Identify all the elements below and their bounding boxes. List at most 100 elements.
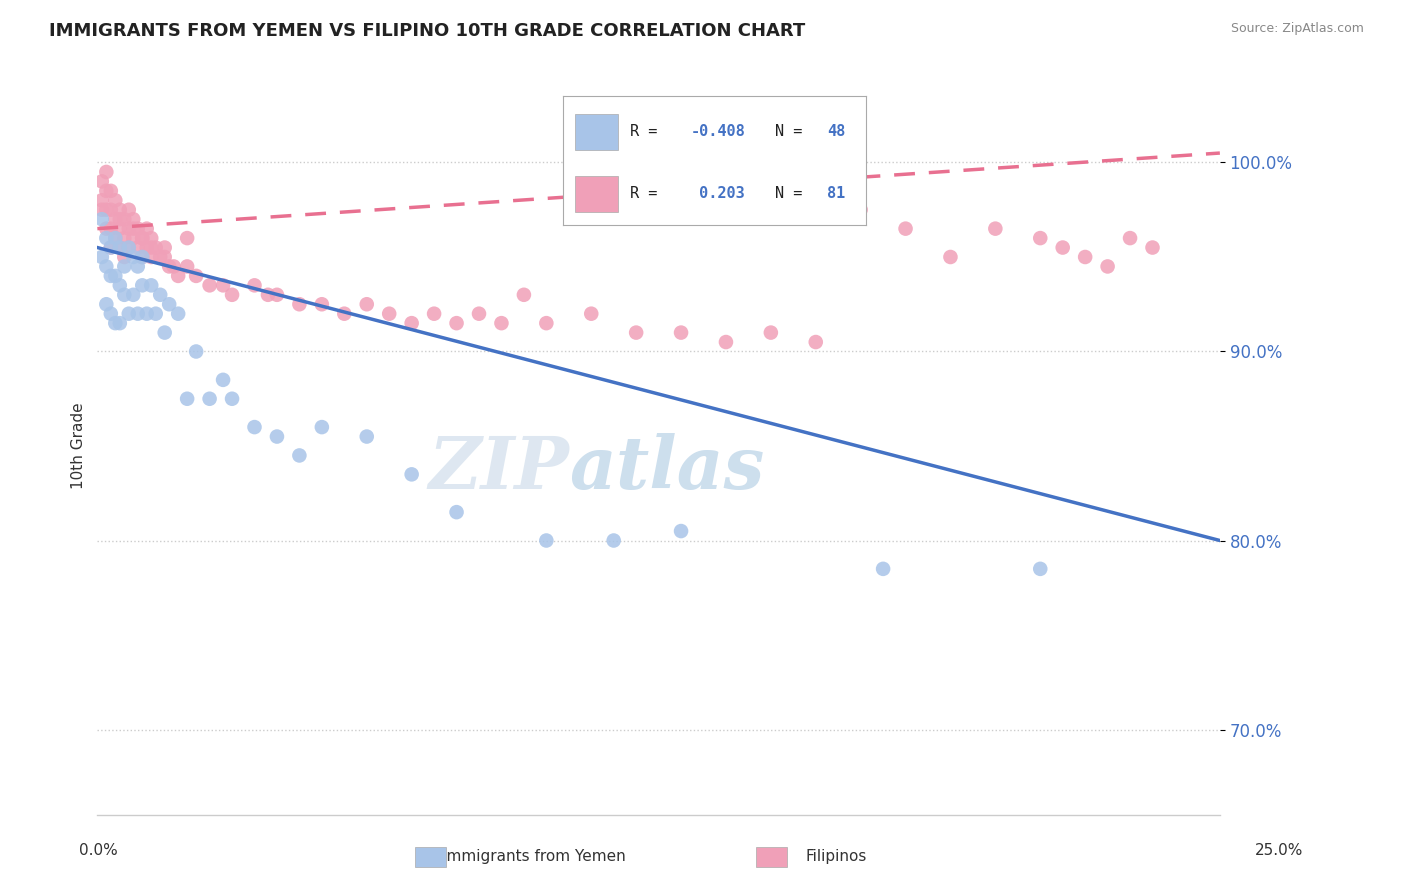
Point bbox=[108, 202, 131, 217]
Point bbox=[104, 316, 127, 330]
Point bbox=[108, 212, 131, 227]
Point bbox=[149, 250, 172, 264]
Point bbox=[100, 221, 122, 235]
Point bbox=[122, 231, 145, 245]
Point bbox=[96, 221, 118, 235]
Text: IMMIGRANTS FROM YEMEN VS FILIPINO 10TH GRADE CORRELATION CHART: IMMIGRANTS FROM YEMEN VS FILIPINO 10TH G… bbox=[49, 22, 806, 40]
Point bbox=[108, 316, 131, 330]
Point bbox=[212, 278, 235, 293]
Point bbox=[243, 420, 266, 434]
Point bbox=[141, 231, 163, 245]
Point bbox=[714, 334, 737, 349]
Point bbox=[118, 307, 141, 321]
Text: ZIP: ZIP bbox=[427, 433, 569, 504]
Point bbox=[135, 307, 157, 321]
Point bbox=[96, 231, 118, 245]
Point bbox=[127, 307, 149, 321]
Point bbox=[127, 221, 149, 235]
Point bbox=[157, 260, 180, 274]
Point bbox=[257, 287, 280, 301]
Point bbox=[1029, 231, 1052, 245]
Point bbox=[141, 241, 163, 255]
Point bbox=[212, 373, 235, 387]
Point bbox=[104, 231, 127, 245]
Point bbox=[153, 326, 176, 340]
Point bbox=[221, 392, 243, 406]
Point bbox=[90, 202, 112, 217]
Point bbox=[90, 212, 112, 227]
Point bbox=[184, 268, 207, 283]
Point bbox=[333, 307, 356, 321]
Point bbox=[100, 241, 122, 255]
Point bbox=[104, 268, 127, 283]
Point bbox=[198, 392, 221, 406]
Point bbox=[96, 297, 118, 311]
Point bbox=[131, 278, 153, 293]
Point bbox=[153, 250, 176, 264]
Point bbox=[145, 241, 167, 255]
Point bbox=[266, 429, 288, 443]
Point bbox=[104, 231, 127, 245]
Point bbox=[624, 326, 647, 340]
Point bbox=[112, 212, 135, 227]
Point bbox=[108, 278, 131, 293]
Point bbox=[100, 202, 122, 217]
Point bbox=[118, 241, 141, 255]
Point bbox=[104, 212, 127, 227]
Point bbox=[581, 307, 603, 321]
Point bbox=[536, 316, 558, 330]
Point bbox=[167, 307, 190, 321]
Point bbox=[112, 260, 135, 274]
Point bbox=[141, 250, 163, 264]
Point bbox=[288, 297, 311, 311]
Point bbox=[157, 297, 180, 311]
Point bbox=[356, 297, 378, 311]
Point bbox=[112, 231, 135, 245]
Point bbox=[118, 241, 141, 255]
Point bbox=[90, 250, 112, 264]
Point bbox=[127, 260, 149, 274]
Point bbox=[131, 250, 153, 264]
Point bbox=[536, 533, 558, 548]
Point bbox=[894, 221, 917, 235]
Point bbox=[127, 241, 149, 255]
Point bbox=[1029, 562, 1052, 576]
Point bbox=[221, 287, 243, 301]
Point bbox=[122, 221, 145, 235]
Point bbox=[112, 250, 135, 264]
Point bbox=[513, 287, 536, 301]
Point bbox=[176, 392, 198, 406]
Point bbox=[1097, 260, 1119, 274]
Point bbox=[96, 165, 118, 179]
Point bbox=[602, 533, 624, 548]
Point bbox=[311, 420, 333, 434]
Point bbox=[311, 297, 333, 311]
Point bbox=[122, 250, 145, 264]
Point bbox=[401, 316, 423, 330]
Point bbox=[96, 202, 118, 217]
Point bbox=[167, 268, 190, 283]
Point bbox=[378, 307, 401, 321]
Point bbox=[266, 287, 288, 301]
Point bbox=[141, 278, 163, 293]
Point bbox=[131, 231, 153, 245]
Point bbox=[446, 316, 468, 330]
Point bbox=[108, 221, 131, 235]
Point bbox=[131, 250, 153, 264]
Point bbox=[669, 326, 692, 340]
Point bbox=[176, 231, 198, 245]
Point bbox=[118, 221, 141, 235]
Point bbox=[112, 287, 135, 301]
Point bbox=[1119, 231, 1142, 245]
Point bbox=[108, 241, 131, 255]
Point bbox=[100, 268, 122, 283]
Text: Source: ZipAtlas.com: Source: ZipAtlas.com bbox=[1230, 22, 1364, 36]
Point bbox=[468, 307, 491, 321]
Point bbox=[90, 194, 112, 208]
Point bbox=[145, 307, 167, 321]
Text: Immigrants from Yemen: Immigrants from Yemen bbox=[443, 849, 626, 863]
Point bbox=[122, 287, 145, 301]
Point bbox=[100, 307, 122, 321]
Text: 25.0%: 25.0% bbox=[1256, 843, 1303, 858]
Point bbox=[984, 221, 1007, 235]
